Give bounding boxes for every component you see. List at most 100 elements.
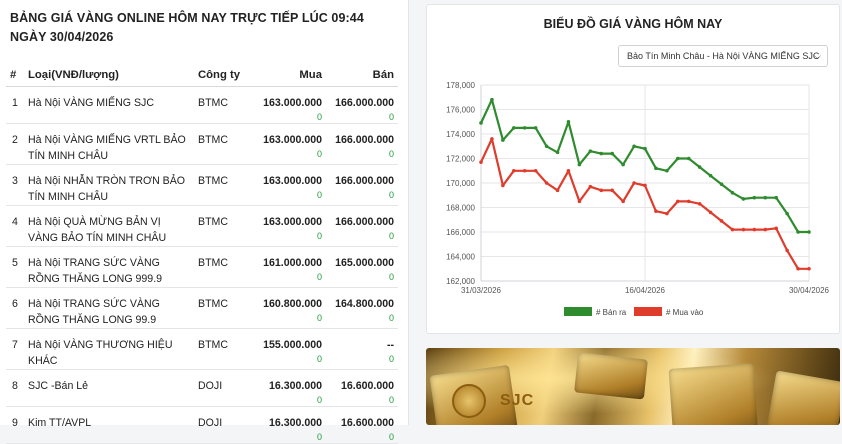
data-point: [544, 181, 549, 185]
data-point: [665, 211, 669, 216]
row-buy-cell: 163.000.000 0: [254, 123, 326, 165]
row-gold-type: Hà Nội QUÀ MỪNG BẢN VỊ VÀNG BẢO TÍN MINH…: [24, 205, 194, 247]
row-sell-cell: 166.000.000 0: [326, 164, 398, 206]
row-sell-change: 0: [388, 271, 394, 282]
data-point: [763, 227, 768, 232]
data-point: [599, 188, 604, 193]
data-point: [544, 144, 549, 149]
row-buy-price: 16.300.000: [268, 379, 322, 392]
gold-bar-image-3: [668, 363, 759, 425]
x-tick-label: 31/03/2026: [461, 286, 502, 295]
gold-price-table: # Loại(VNĐ/lượng) Công ty Mua Bán 1 Hà Nộ…: [6, 64, 398, 444]
page-title: BẢNG GIÁ VÀNG ONLINE HÔM NAY TRỰC TIẾP L…: [10, 11, 364, 44]
legend-label: # Bán ra: [596, 308, 627, 317]
row-buy-price: 163.000.000: [263, 215, 322, 228]
data-point: [774, 195, 778, 200]
row-sell-price: 165.000.000: [335, 256, 394, 269]
data-point: [676, 199, 680, 204]
row-company: BTMC: [194, 287, 254, 329]
data-point: [533, 126, 538, 130]
row-sell-cell: -- 0: [326, 328, 398, 370]
data-point: [621, 162, 625, 167]
data-point: [643, 146, 647, 151]
gold-price-line-chart: 162,000 164,000 166,000 168,000 170,000 172,0…: [446, 81, 829, 317]
row-company: BTMC: [194, 246, 254, 288]
row-company: BTMC: [194, 164, 254, 206]
row-index: 8: [6, 369, 24, 407]
row-sell-change: 0: [388, 431, 394, 442]
data-point: [555, 188, 560, 193]
row-sell-price: 166.000.000: [335, 174, 394, 187]
data-point: [708, 210, 713, 215]
data-point: [632, 144, 636, 149]
data-point: [566, 168, 571, 173]
row-buy-change: 0: [316, 230, 322, 241]
row-buy-cell: 155.000.000 0: [254, 328, 326, 370]
row-sell-price: 164.800.000: [335, 297, 394, 310]
row-sell-cell: 16.600.000 0: [326, 369, 398, 407]
chart-card: BIỂU ĐỒ GIÁ VÀNG HÔM NAY Bảo Tín Minh Ch…: [426, 4, 840, 334]
data-point: [785, 248, 789, 253]
data-point: [490, 137, 494, 141]
legend-swatch: [634, 307, 662, 316]
data-point: [796, 230, 800, 234]
row-buy-change: 0: [316, 111, 322, 122]
row-buy-price: 160.800.000: [263, 297, 322, 310]
table-row: 3 Hà Nội NHẪN TRÒN TRƠN BẢO TÍN MINH CHÂU…: [6, 164, 398, 206]
data-point: [719, 182, 724, 187]
row-sell-price: 166.000.000: [335, 133, 394, 146]
col-header-sell: Bán: [326, 64, 398, 87]
row-gold-type: Hà Nội VÀNG MIẾNG SJC: [24, 86, 194, 124]
data-point: [665, 168, 669, 173]
data-point: [522, 168, 527, 173]
data-point: [610, 188, 614, 193]
row-sell-change: 0: [388, 230, 394, 241]
y-tick-label: 172,000: [446, 155, 475, 164]
data-point: [501, 138, 505, 142]
col-header-company: Công ty: [194, 64, 254, 87]
row-index: 6: [6, 287, 24, 329]
row-gold-type: SJC -Bán Lẻ: [24, 369, 194, 407]
data-point: [796, 266, 800, 271]
row-sell-change: 0: [388, 189, 394, 200]
chart-title: BIỂU ĐỒ GIÁ VÀNG HÔM NAY: [543, 17, 723, 31]
row-company: DOJI: [194, 369, 254, 407]
row-gold-type: Hà Nội VÀNG MIẾNG VRTL BẢO TÍN MINH CHÂU: [24, 123, 194, 165]
row-gold-type: Hà Nội TRANG SỨC VÀNG RỒNG THĂNG LONG 99…: [24, 246, 194, 288]
row-sell-change: 0: [388, 312, 394, 323]
gold-bar-image-2: [574, 352, 648, 400]
data-point: [512, 126, 516, 130]
row-buy-price: 161.000.000: [263, 256, 322, 269]
row-sell-change: 0: [388, 353, 394, 364]
y-tick-label: 170,000: [446, 179, 475, 188]
row-sell-change: 0: [388, 148, 394, 159]
row-index: 3: [6, 164, 24, 206]
data-point: [708, 173, 713, 178]
row-buy-cell: 160.800.000 0: [254, 287, 326, 329]
x-tick-label: 16/04/2026: [625, 286, 666, 295]
row-buy-price: 163.000.000: [263, 174, 322, 187]
data-point: [621, 199, 625, 204]
row-buy-cell: 163.000.000 0: [254, 86, 326, 124]
data-point: [501, 183, 505, 188]
row-sell-cell: 164.800.000 0: [326, 287, 398, 329]
data-point: [588, 184, 593, 189]
data-point: [774, 226, 778, 231]
row-gold-type: Hà Nội VÀNG THƯƠNG HIỆU KHÁC: [24, 328, 194, 370]
col-header-type: Loại(VNĐ/lượng): [24, 64, 194, 87]
y-tick-label: 176,000: [446, 106, 475, 115]
data-point: [632, 181, 636, 185]
data-point: [752, 227, 757, 232]
table-row: 7 Hà Nội VÀNG THƯƠNG HIỆU KHÁC BTMC 155.000…: [6, 328, 398, 370]
row-sell-cell: 165.000.000 0: [326, 246, 398, 288]
gold-bars-photo: SJC: [426, 348, 840, 425]
row-sell-cell: 166.000.000 0: [326, 205, 398, 247]
data-point: [577, 162, 582, 167]
row-buy-price: 163.000.000: [263, 133, 322, 146]
row-gold-type: Hà Nội NHẪN TRÒN TRƠN BẢO TÍN MINH CHÂU: [24, 164, 194, 206]
data-point: [654, 166, 658, 171]
row-buy-price: 155.000.000: [263, 338, 322, 351]
product-select[interactable]: Bảo Tín Minh Châu - Hà Nội VÀNG MIẾNG SJ…: [618, 45, 828, 67]
data-point: [479, 121, 483, 125]
y-tick-label: 168,000: [446, 204, 475, 213]
